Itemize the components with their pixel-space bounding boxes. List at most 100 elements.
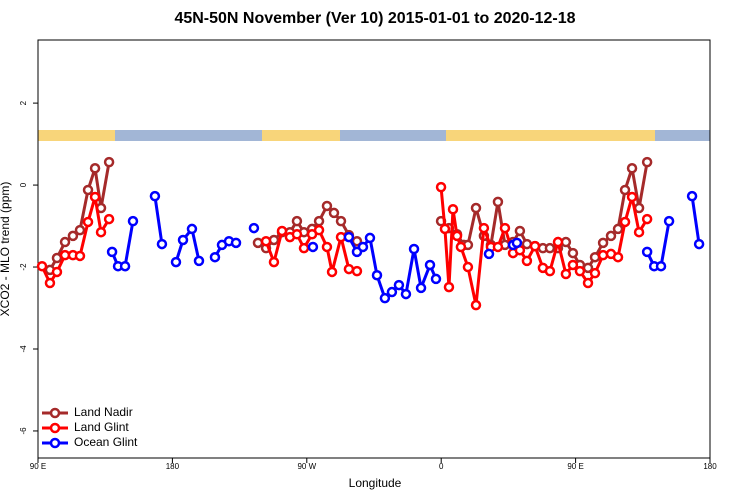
point bbox=[248, 222, 260, 234]
point bbox=[619, 184, 631, 196]
y-tick-label: -4 bbox=[19, 345, 28, 353]
x-tick-label: 180 bbox=[166, 462, 180, 471]
point bbox=[386, 286, 398, 298]
point bbox=[663, 215, 675, 227]
x-tick-label: 180 bbox=[703, 462, 717, 471]
point bbox=[268, 256, 280, 268]
x-tick-label: 90 E bbox=[567, 462, 583, 471]
land-strip bbox=[262, 130, 340, 141]
point bbox=[351, 235, 363, 247]
point bbox=[612, 251, 624, 263]
point bbox=[633, 226, 645, 238]
point bbox=[478, 222, 490, 234]
point bbox=[291, 215, 303, 227]
point bbox=[119, 260, 131, 272]
point bbox=[298, 242, 310, 254]
point bbox=[51, 252, 63, 264]
point bbox=[335, 215, 347, 227]
series bbox=[36, 181, 653, 311]
point bbox=[544, 265, 556, 277]
point bbox=[291, 228, 303, 240]
point bbox=[514, 225, 526, 237]
point bbox=[415, 282, 427, 294]
point bbox=[67, 230, 79, 242]
point bbox=[51, 266, 63, 278]
point bbox=[307, 241, 319, 253]
point bbox=[59, 236, 71, 248]
point bbox=[589, 251, 601, 263]
ocean-strip bbox=[38, 130, 710, 141]
point bbox=[276, 225, 288, 237]
x-tick-label: 0 bbox=[439, 462, 444, 471]
point bbox=[589, 267, 601, 279]
point bbox=[424, 259, 436, 271]
land-strip bbox=[38, 130, 115, 141]
map-strip bbox=[38, 130, 710, 141]
plot-frame bbox=[37, 39, 711, 459]
point bbox=[582, 277, 594, 289]
point bbox=[127, 215, 139, 227]
y-tick-label: 0 bbox=[19, 182, 28, 187]
point bbox=[252, 237, 264, 249]
point bbox=[82, 184, 94, 196]
point bbox=[430, 273, 442, 285]
point bbox=[462, 261, 474, 273]
point bbox=[74, 250, 86, 262]
legend-label: Ocean Glint bbox=[74, 435, 138, 449]
point bbox=[82, 216, 94, 228]
y-axis-label: XCO2 - MLO trend (ppm) bbox=[0, 182, 12, 317]
point bbox=[106, 246, 118, 258]
point bbox=[36, 260, 48, 272]
point bbox=[435, 181, 447, 193]
point bbox=[511, 237, 523, 249]
legend-label: Land Glint bbox=[74, 420, 129, 434]
point bbox=[103, 213, 115, 225]
point bbox=[343, 263, 355, 275]
point bbox=[626, 191, 638, 203]
point bbox=[686, 190, 698, 202]
point bbox=[149, 190, 161, 202]
point bbox=[626, 163, 638, 174]
point bbox=[451, 230, 463, 242]
x-tick-label: 90 E bbox=[30, 462, 46, 471]
point bbox=[552, 236, 564, 248]
legend-marker bbox=[49, 437, 61, 449]
legend-label: Land Nadir bbox=[74, 405, 133, 419]
point bbox=[313, 215, 325, 227]
y-tick-label: -6 bbox=[19, 427, 28, 435]
point bbox=[521, 255, 533, 267]
point bbox=[321, 241, 333, 253]
y-tick-label: -2 bbox=[19, 263, 28, 271]
point bbox=[483, 248, 495, 260]
point bbox=[89, 163, 101, 174]
point bbox=[74, 224, 86, 236]
point bbox=[443, 281, 455, 293]
point bbox=[343, 231, 355, 243]
point bbox=[567, 247, 579, 259]
point bbox=[560, 268, 572, 280]
point bbox=[612, 223, 624, 235]
point bbox=[641, 156, 653, 168]
point bbox=[313, 224, 325, 236]
point bbox=[597, 249, 609, 261]
point bbox=[103, 156, 115, 168]
point bbox=[470, 299, 482, 311]
point bbox=[641, 246, 653, 258]
point bbox=[641, 213, 653, 225]
legend-marker bbox=[49, 407, 61, 419]
point bbox=[470, 202, 482, 214]
point bbox=[529, 240, 541, 252]
point bbox=[186, 223, 198, 235]
point bbox=[268, 234, 280, 246]
point bbox=[693, 238, 705, 250]
point bbox=[156, 238, 168, 250]
point bbox=[357, 241, 369, 253]
point bbox=[326, 266, 338, 278]
point bbox=[544, 242, 556, 254]
point bbox=[89, 191, 101, 203]
point bbox=[408, 243, 420, 255]
point bbox=[177, 234, 189, 246]
point bbox=[379, 292, 391, 304]
point bbox=[95, 226, 107, 238]
